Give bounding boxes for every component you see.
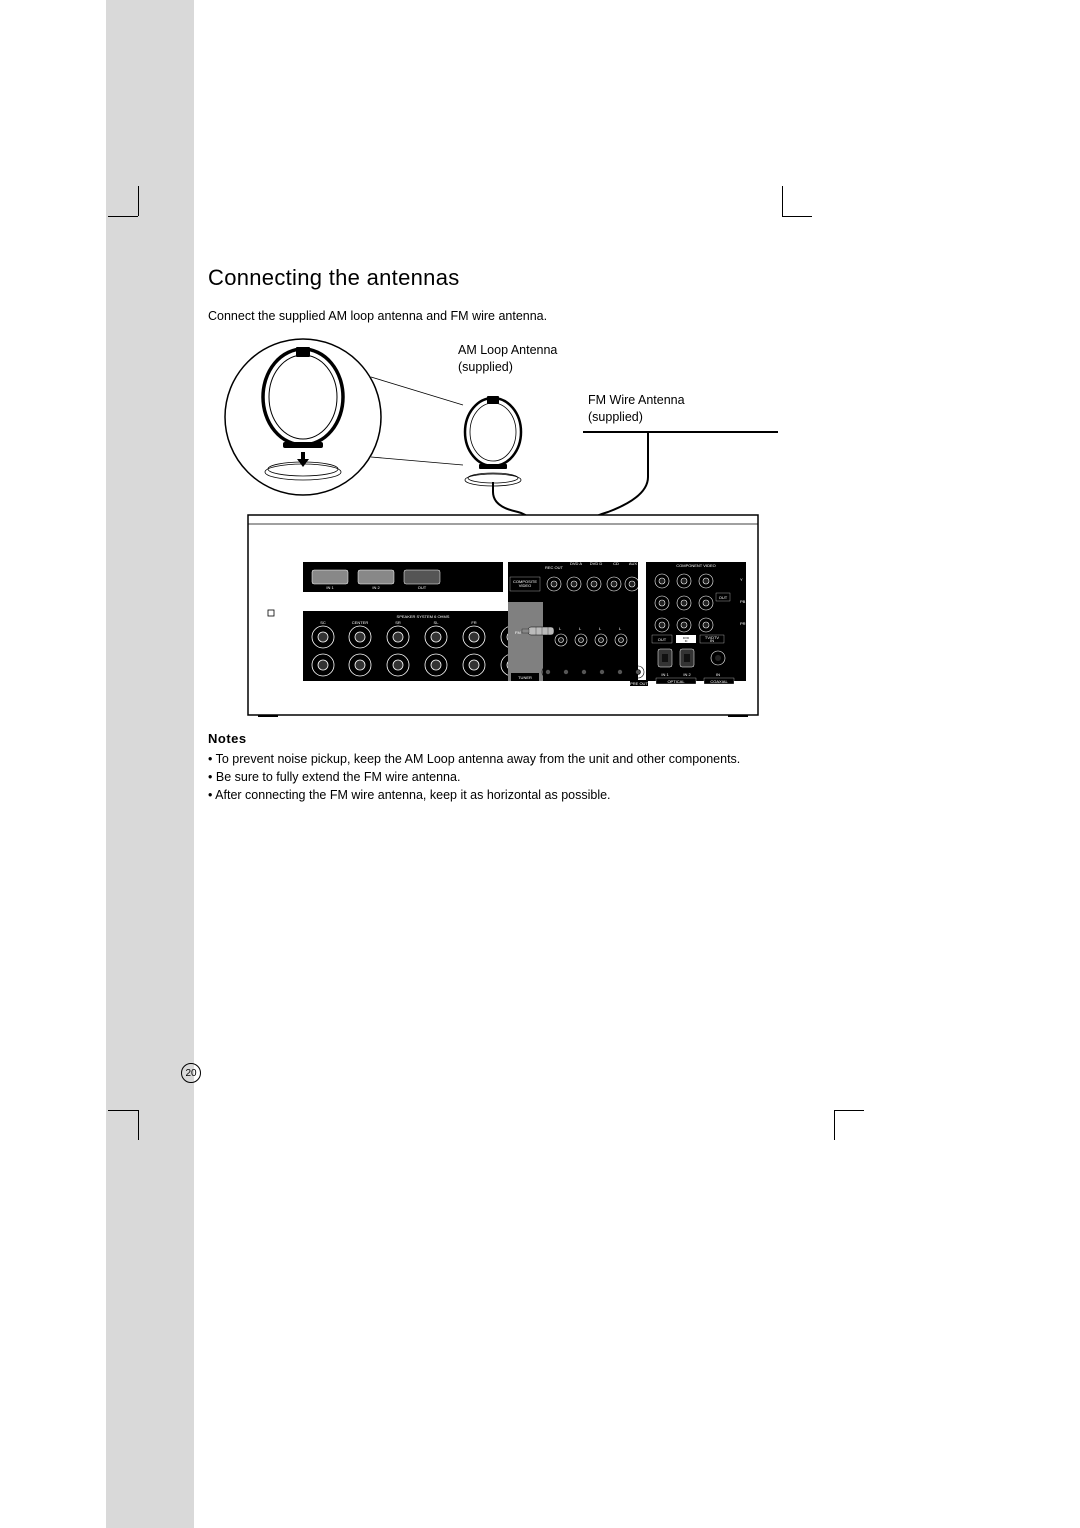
svg-text:FR: FR	[471, 620, 476, 625]
svg-text:FM: FM	[515, 630, 521, 635]
svg-text:IN: IN	[710, 638, 714, 643]
crop-mark	[782, 186, 783, 216]
svg-text:VCR: VCR	[550, 556, 559, 561]
svg-text:SR: SR	[395, 620, 401, 625]
crop-mark	[108, 1110, 138, 1111]
crop-mark	[138, 1110, 139, 1140]
svg-text:R: R	[601, 680, 604, 685]
note-item: Be sure to fully extend the FM wire ante…	[208, 768, 928, 786]
svg-text:COMPONENT VIDEO: COMPONENT VIDEO	[676, 563, 716, 568]
svg-text:AUX: AUX	[629, 561, 638, 566]
svg-text:CENTER: CENTER	[352, 620, 369, 625]
note-item: After connecting the FM wire antenna, ke…	[208, 786, 928, 804]
svg-text:OUT: OUT	[658, 637, 667, 642]
hdmi-in1-label: IN 1	[326, 585, 334, 590]
svg-text:SL: SL	[434, 620, 440, 625]
svg-text:OUT: OUT	[719, 595, 728, 600]
svg-text:PB: PB	[740, 599, 746, 604]
page-content: Connecting the antennas Connect the supp…	[208, 265, 928, 804]
note-item: To prevent noise pickup, keep the AM Loo…	[208, 750, 928, 768]
hdmi-label: HDMI	[371, 592, 381, 597]
svg-text:REC OUT: REC OUT	[545, 565, 564, 570]
connection-diagram: AM Loop Antenna (supplied) FM Wire Anten…	[208, 337, 928, 717]
sidebar-gray	[106, 0, 194, 1528]
page-number: 20	[181, 1063, 201, 1083]
svg-text:R: R	[619, 680, 622, 685]
svg-text:PRE OUT: PRE OUT	[630, 681, 648, 686]
hdmi-out-label: OUT	[418, 585, 427, 590]
svg-text:VIDEO: VIDEO	[519, 583, 531, 588]
hdmi-in2-label: IN 2	[372, 585, 380, 590]
notes-heading: Notes	[208, 731, 928, 746]
svg-text:IN 2: IN 2	[683, 672, 691, 677]
intro-text: Connect the supplied AM loop antenna and…	[208, 309, 928, 323]
svg-text:R: R	[547, 680, 550, 685]
crop-mark	[834, 1110, 864, 1111]
svg-text:DVD D: DVD D	[590, 561, 603, 566]
svg-text:SC: SC	[320, 620, 326, 625]
page-title: Connecting the antennas	[208, 265, 928, 291]
svg-text:IN: IN	[685, 640, 688, 643]
svg-text:PR: PR	[740, 621, 746, 626]
crop-mark	[138, 186, 139, 216]
svg-text:R: R	[565, 680, 568, 685]
svg-text:DVD A: DVD A	[570, 561, 582, 566]
svg-text:Y: Y	[740, 577, 743, 582]
notes-section: Notes To prevent noise pickup, keep the …	[208, 731, 928, 804]
svg-text:IN: IN	[716, 672, 720, 677]
crop-mark	[834, 1110, 835, 1140]
svg-text:OPTICAL: OPTICAL	[667, 679, 685, 684]
svg-text:IN 1: IN 1	[661, 672, 669, 677]
svg-text:R: R	[583, 680, 586, 685]
crop-mark	[782, 216, 812, 217]
svg-text:CD: CD	[613, 561, 619, 566]
diagram-svg: IN 1 IN 2 OUT HDMI SPEAKER SYSTEM 6 OHMS…	[208, 337, 928, 717]
svg-text:COAXIAL: COAXIAL	[710, 679, 728, 684]
speaker-system-label: SPEAKER SYSTEM 6 OHMS	[397, 614, 450, 619]
svg-text:TUNER: TUNER	[518, 675, 532, 680]
crop-mark	[108, 216, 138, 217]
